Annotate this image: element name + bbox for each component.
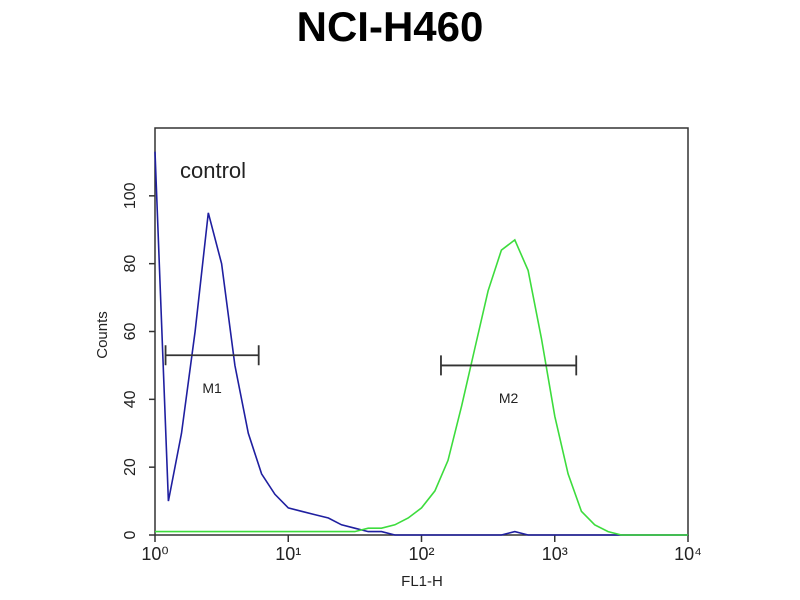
x-tick-label: 10⁰: [141, 544, 168, 564]
x-tick-label: 10¹: [275, 544, 301, 564]
y-tick-label: 100: [122, 182, 139, 209]
marker-gate: [164, 345, 260, 366]
marker-label: M2: [499, 390, 519, 406]
y-tick-label: 60: [122, 323, 139, 341]
marker-gate: [440, 355, 578, 376]
histogram-line: [154, 151, 688, 536]
x-tick-label: 10⁴: [674, 544, 702, 564]
histogram-line: [155, 238, 688, 536]
x-axis-label: FL1-H: [401, 573, 443, 590]
marker-label: M1: [202, 380, 222, 396]
x-tick-label: 10³: [542, 544, 568, 564]
y-axis-label: Counts: [94, 311, 111, 359]
y-tick-label: 20: [122, 458, 139, 476]
x-tick-label: 10²: [408, 544, 434, 564]
plot-frame: [154, 127, 689, 536]
y-tick-label: 0: [122, 530, 139, 539]
y-tick-label: 40: [122, 390, 139, 408]
annotation: control: [180, 158, 246, 183]
chart-title: NCI-H460: [297, 3, 484, 50]
y-tick-label: 80: [122, 255, 139, 273]
